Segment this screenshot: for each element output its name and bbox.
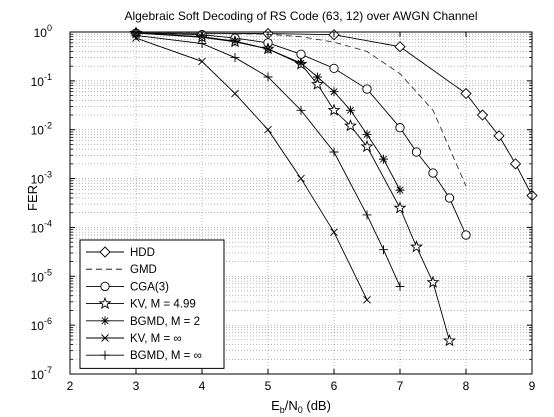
x-tick-label: 7 [397,379,404,393]
plot-area [129,26,538,347]
x-axis-label-sub2: 0 [298,405,303,415]
y-tick-label: 100 [34,23,52,40]
series-kv-m-point [297,174,305,183]
series-hdd-point [394,41,406,53]
series-kv-m-point [231,89,239,98]
x-axis-label-mid: /N [285,398,298,413]
x-tick-label: 4 [199,379,206,393]
series-cga-3-point [428,168,438,178]
legend-label: BGMD, M = 2 [130,316,200,328]
legend-label: GMD [130,264,157,276]
series-bgmd-m-2-point [230,36,240,46]
series-bgmd-m-point [197,39,207,49]
series-bgmd-m-point [263,72,273,82]
x-axis-label: Eb/N0 (dB) [271,398,331,415]
legend-marker [101,334,109,342]
series-bgmd-m-point [296,105,306,115]
y-tick-label: 10-4 [31,218,52,235]
y-tick-label: 10-1 [31,72,52,89]
series-kv-m-point [363,295,371,304]
series-cga-3-point [296,49,306,59]
series-hdd-point [493,130,505,142]
series-cga-3-point [362,84,372,94]
series-bgmd-m-2-point [313,72,322,82]
chart-title: Algebraic Soft Decoding of RS Code (63, … [124,9,477,23]
x-tick-label: 6 [331,379,338,393]
legend-label: KV, M = 4.99 [130,299,196,311]
series-bgmd-m-2-point [296,58,306,68]
legend-marker [98,296,112,310]
series-kv-m-point [198,57,206,66]
legend-label: BGMD, M = ∞ [130,350,202,362]
series-bgmd-m-2-point [346,105,355,115]
y-tick-label: 10-5 [31,267,52,284]
series-kv-m-point [264,125,272,134]
series-cga-3-point [444,193,455,203]
series-cga-3-point [461,230,471,240]
legend-marker [99,246,111,258]
series-kv-m-4-99-point [344,119,357,132]
series-kv-m-4-99-point [311,77,324,90]
legend-label: CGA(3) [130,281,169,293]
x-tick-label: 9 [529,379,536,393]
y-tick-label: 10-7 [31,365,52,382]
series-hdd-point [460,87,472,100]
series-bgmd-m-point [362,210,372,220]
series-hdd-point [476,109,489,121]
series-cga-3-point [411,147,422,157]
svg-text:Eb/N0 (dB): Eb/N0 (dB) [271,398,331,415]
legend-label: KV, M = ∞ [130,333,182,345]
series-kv-m-4-99-point [443,333,456,347]
series-hdd [130,27,538,202]
series-kv-m-4-99-point [426,275,440,288]
series-bgmd-m-point [395,281,405,291]
series-bgmd-m-2-point [379,154,388,164]
legend-marker [100,350,110,360]
series-gmd [135,32,467,187]
x-axis-label-main: E [271,398,280,413]
series-kv-m-4-99-point [360,139,374,153]
axis-ticks: 2 3 4 5 6 7 8 9 100 10-1 10-2 10-3 10-4 10-5 10-6 10-7 [31,23,536,393]
series-hdd-point [509,158,522,170]
y-tick-label: 10-3 [31,170,52,187]
series-bgmd-m-point [329,147,339,157]
series-cga-3-line [135,32,467,236]
plot-frame [69,31,533,375]
legend-marker [100,316,110,326]
series-cga-3-point [329,63,339,74]
y-tick-label: 10-6 [31,316,52,333]
x-tick-label: 8 [463,379,470,393]
series-bgmd-m-point [230,53,240,63]
series-kv-m-4-99-point [393,201,407,214]
series-bgmd-m-2-point [263,44,273,54]
series-gmd-line [135,32,467,187]
series-bgmd-m-point [379,245,388,255]
x-tick-label: 3 [133,379,140,393]
y-axis-label: FER [25,185,40,211]
legend: HDD GMD CGA(3) KV, M = 4.99 BGMD, M = 2 KV, M… [79,239,225,369]
series-kv-m-4-99-point [327,103,341,116]
series-bgmd-m-2-point [362,129,372,139]
series-kv-m-point [330,228,338,236]
series-kv-m-4-99-point [410,240,423,253]
grid-lines [70,32,532,374]
x-axis-label-sub1: b [280,405,285,415]
y-tick-label: 10-2 [31,121,52,138]
series-bgmd-m-2-point [329,87,339,97]
x-tick-label: 5 [265,379,272,393]
series-bgmd-m-2-point [395,185,405,195]
x-tick-label: 2 [67,379,74,393]
legend-label: HDD [130,247,155,259]
legend-marker [100,281,110,292]
x-axis-label-tail: (dB) [303,398,331,413]
series-cga-3-point [395,123,405,133]
